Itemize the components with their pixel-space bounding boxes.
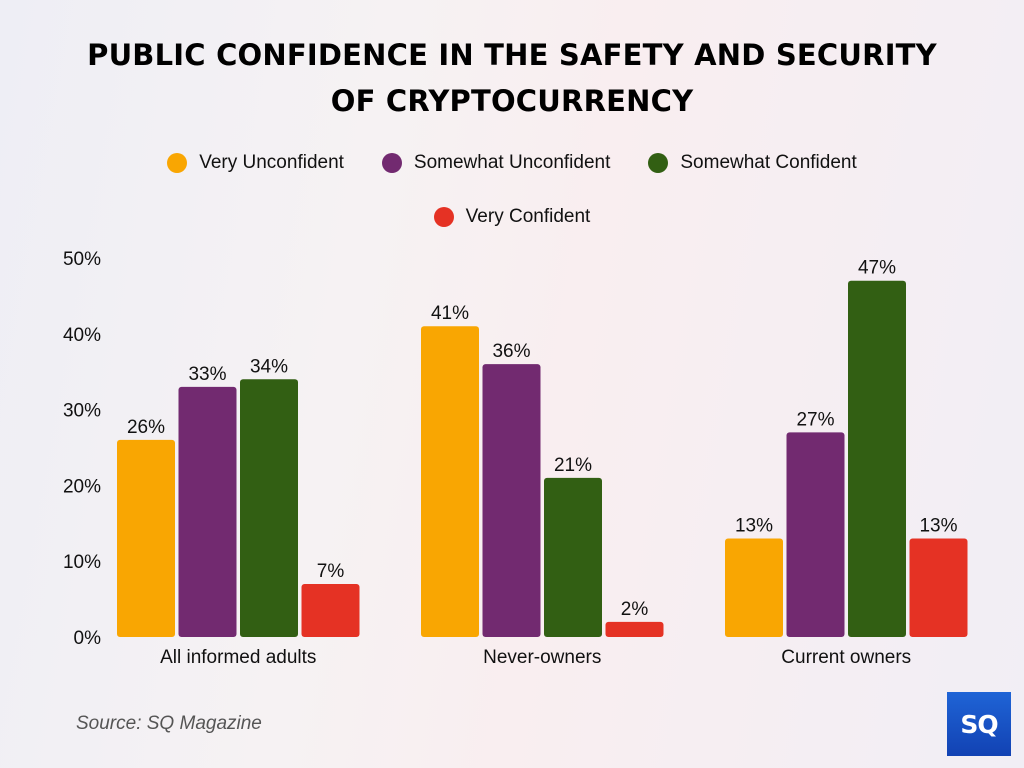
chart-title-line-1: PUBLIC CONFIDENCE IN THE SAFETY AND SECU… (87, 38, 937, 72)
bar (301, 583, 360, 637)
sq-logo: SQ (947, 692, 1011, 756)
chart-title: PUBLIC CONFIDENCE IN THE SAFETY AND SECU… (0, 32, 1024, 124)
data-label: 2% (621, 599, 649, 620)
legend-swatch-very-unconfident (167, 153, 188, 173)
bar (725, 538, 783, 637)
bar (605, 621, 664, 637)
legend-swatch-somewhat-confident (648, 153, 669, 173)
legend-label: Somewhat Confident (680, 152, 857, 173)
legend-label: Very Unconfident (199, 152, 344, 173)
bar (482, 364, 541, 637)
data-label: 34% (250, 356, 288, 377)
x-tick-label: Current owners (781, 647, 911, 668)
data-label: 26% (127, 417, 165, 438)
x-tick-label: All informed adults (160, 647, 316, 668)
y-tick-label: 50% (63, 249, 101, 270)
legend-swatch-very-confident (433, 207, 454, 227)
legend-item-somewhat-confident: Somewhat Confident (648, 152, 857, 174)
data-label: 47% (858, 258, 896, 279)
bar (786, 432, 845, 637)
data-label: 27% (796, 409, 834, 430)
data-label: 41% (431, 303, 469, 324)
data-label: 33% (188, 364, 226, 385)
y-tick-label: 20% (63, 476, 101, 497)
y-tick-label: 30% (63, 401, 101, 422)
y-tick-label: 40% (63, 325, 101, 346)
bar (421, 326, 479, 637)
bar (178, 386, 237, 637)
source-note: Source: SQ Magazine (76, 713, 262, 734)
data-label: 36% (492, 341, 530, 362)
legend-label: Very Confident (465, 206, 591, 227)
legend-item-somewhat-unconfident: Somewhat Unconfident (381, 152, 611, 174)
bar (848, 280, 906, 637)
legend-item-very-unconfident: Very Unconfident (167, 152, 344, 174)
x-tick-label: Never-owners (483, 647, 601, 668)
chart-title-line-2: OF CRYPTOCURRENCY (330, 84, 694, 118)
bar (544, 477, 602, 637)
data-label: 13% (735, 515, 773, 536)
legend-row-2: Very Confident (0, 206, 1024, 228)
bar (909, 538, 968, 637)
data-label: 21% (554, 455, 592, 476)
legend-swatch-somewhat-unconfident (381, 153, 402, 173)
data-label: 7% (317, 561, 345, 582)
legend-item-very-confident: Very Confident (433, 206, 591, 228)
legend-label: Somewhat Unconfident (413, 152, 611, 173)
y-tick-label: 0% (74, 628, 102, 649)
legend-row-1: Very Unconfident Somewhat Unconfident So… (0, 152, 1024, 174)
bar (117, 439, 175, 637)
bar (240, 379, 298, 637)
y-tick-label: 10% (63, 552, 101, 573)
data-label: 13% (919, 515, 957, 536)
